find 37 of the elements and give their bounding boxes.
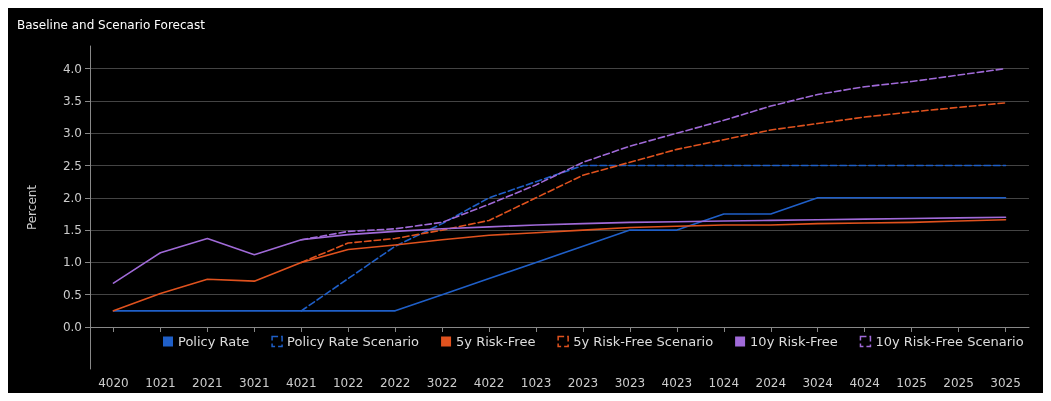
- x-tick-label: 3024: [802, 376, 833, 390]
- x-tick-label: 3023: [614, 376, 646, 390]
- y-tick-label: 3.5: [62, 93, 82, 108]
- legend-label: Policy Rate Scenario: [287, 334, 420, 349]
- chart-title: Baseline and Scenario Forecast: [17, 18, 206, 32]
- x-tick-label: 1021: [145, 376, 176, 390]
- y-tick-label: 4.0: [62, 61, 82, 76]
- x-tick-label: 2021: [192, 376, 223, 390]
- y-tick-label: 2.5: [62, 158, 82, 173]
- legend-label: 10y Risk-Free: [750, 334, 838, 349]
- y-axis-title: Percent: [25, 184, 39, 231]
- x-tick-label: 2024: [755, 376, 787, 390]
- legend-label: Policy Rate: [178, 334, 250, 349]
- x-tick-label: 4023: [661, 376, 693, 390]
- x-tick-label: 4020: [98, 376, 129, 390]
- x-tick-label: 3021: [239, 376, 270, 390]
- x-tick-label: 4024: [849, 376, 880, 390]
- y-tick-label: 3.0: [62, 126, 82, 141]
- x-tick-label: 4021: [286, 376, 317, 390]
- x-tick-label: 3025: [990, 376, 1021, 390]
- x-tick-label: 1024: [708, 376, 740, 390]
- x-tick-label: 1023: [520, 376, 552, 390]
- x-tick-label: 2025: [943, 376, 974, 390]
- legend-label: 5y Risk-Free: [456, 334, 536, 349]
- y-tick-label: 0.5: [62, 287, 82, 302]
- y-tick-label: 2.0: [62, 190, 82, 205]
- x-tick-label: 2023: [567, 376, 599, 390]
- legend-label: 5y Risk-Free Scenario: [573, 334, 714, 349]
- x-tick-label: 2022: [379, 376, 411, 390]
- legend-label: 10y Risk-Free Scenario: [875, 334, 1024, 349]
- x-tick-label: 1025: [896, 376, 927, 390]
- x-tick-label: 3022: [426, 376, 458, 390]
- y-tick-label: 1.0: [62, 255, 82, 270]
- y-tick-label: 1.5: [62, 223, 82, 238]
- x-tick-label: 1022: [332, 376, 364, 390]
- x-tick-label: 4022: [473, 376, 505, 390]
- y-tick-label: 0.0: [62, 320, 82, 335]
